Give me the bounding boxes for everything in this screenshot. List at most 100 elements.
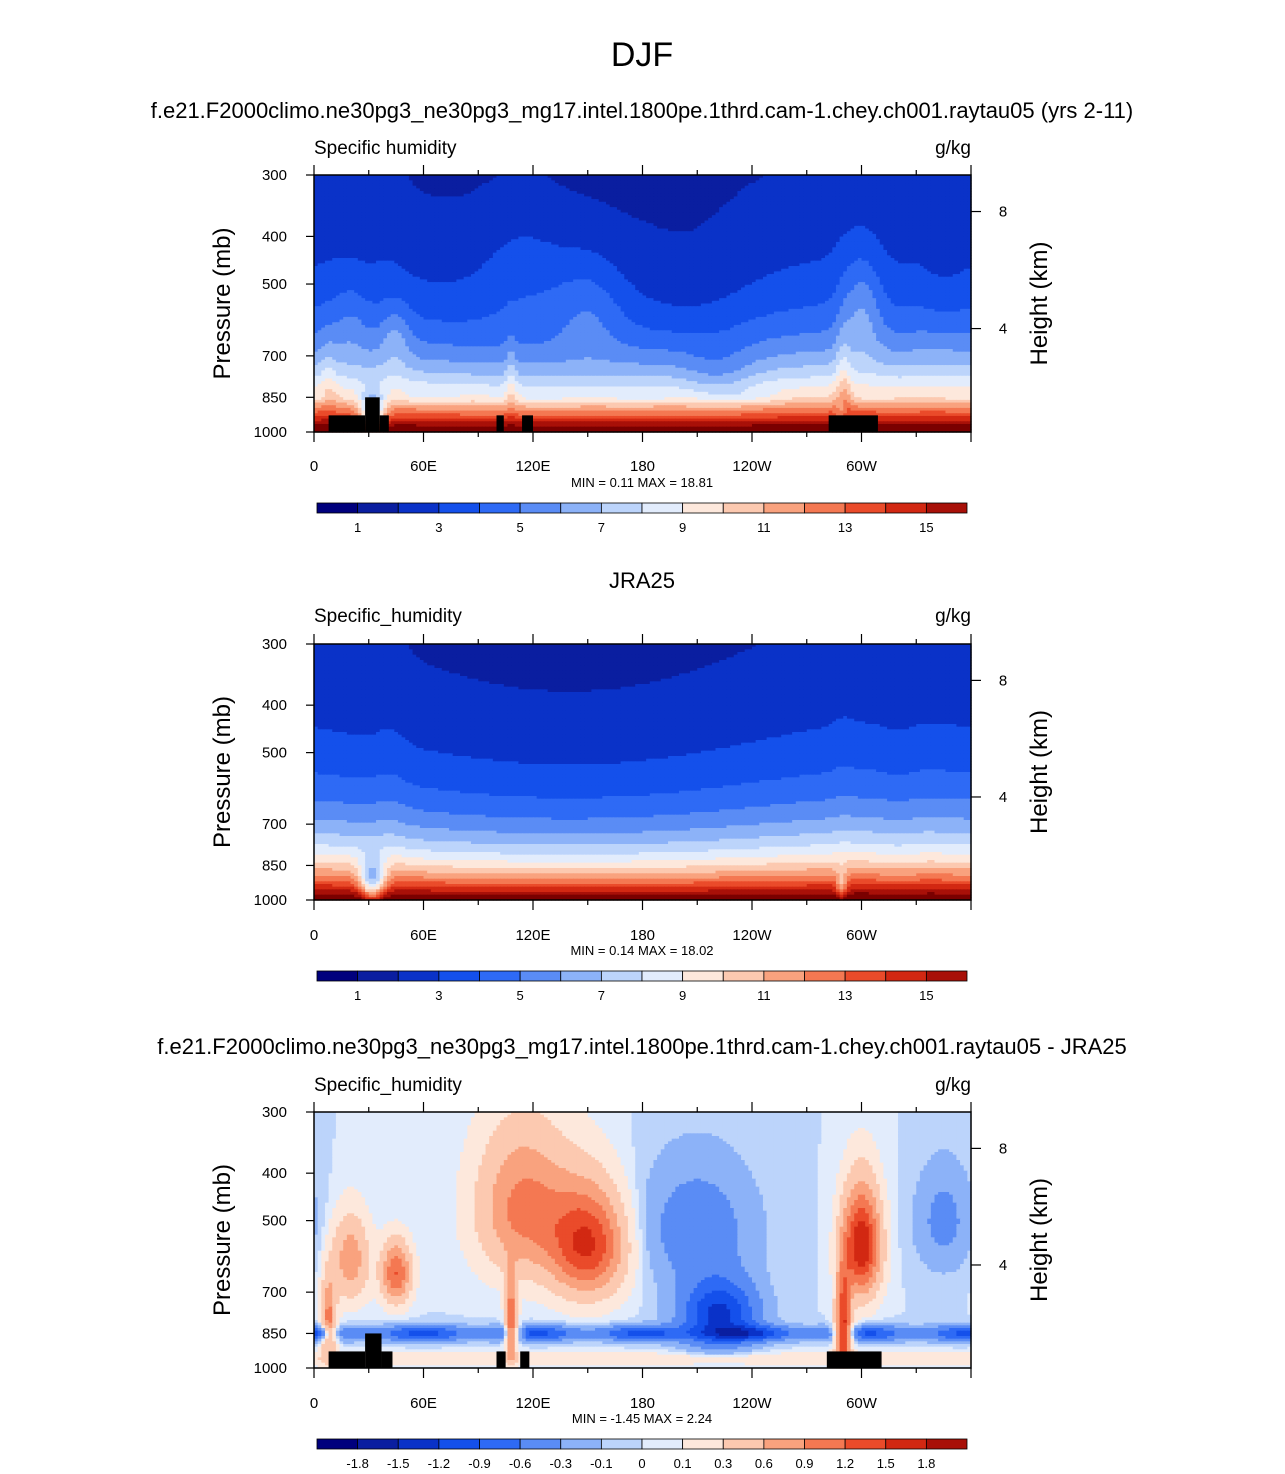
field-cell — [591, 199, 596, 203]
field-cell — [843, 199, 848, 203]
field-cell — [558, 199, 563, 203]
field-cell — [927, 191, 932, 195]
field-cell — [949, 183, 954, 187]
field-cell — [638, 196, 644, 200]
field-cell — [887, 185, 892, 189]
field-cell — [635, 183, 640, 187]
field-cell — [449, 183, 454, 187]
field-cell — [748, 193, 753, 198]
field-cell — [613, 175, 618, 179]
field-cell — [708, 188, 713, 192]
field-cell — [613, 177, 618, 181]
field-cell — [419, 183, 425, 187]
field-cell — [799, 185, 804, 189]
field-cell — [511, 191, 516, 195]
field-cell — [689, 196, 695, 200]
field-cell — [949, 191, 954, 195]
field-cell — [657, 191, 662, 195]
field-cell — [711, 196, 717, 200]
field-cell — [368, 201, 373, 206]
field-cell — [868, 183, 874, 187]
field-cell — [737, 191, 742, 195]
field-cell — [587, 185, 592, 189]
field-cell — [960, 191, 965, 195]
field-cell — [547, 201, 552, 206]
field-cell — [576, 185, 582, 189]
field-cell — [354, 193, 359, 198]
field-cell — [919, 177, 925, 181]
field-cell — [467, 193, 472, 198]
field-cell — [540, 180, 545, 184]
field-cell — [416, 188, 421, 192]
field-cell — [317, 191, 322, 195]
field-cell — [463, 185, 468, 189]
field-cell — [536, 183, 541, 187]
field-cell — [671, 177, 676, 181]
field-cell — [496, 175, 501, 179]
field-cell — [565, 185, 571, 189]
field-cell — [314, 175, 319, 179]
field-cell — [354, 199, 359, 203]
field-cell — [408, 193, 414, 198]
field-cell — [481, 201, 487, 206]
contour-field — [314, 175, 972, 433]
field-cell — [511, 196, 516, 200]
field-cell — [478, 188, 483, 192]
field-cell — [704, 175, 709, 179]
field-cell — [846, 185, 852, 189]
field-cell — [835, 191, 841, 195]
field-cell — [835, 188, 841, 192]
field-cell — [850, 196, 855, 200]
field-cell — [952, 180, 957, 184]
field-cell — [616, 191, 622, 195]
field-cell — [492, 183, 498, 187]
field-cell — [850, 183, 855, 187]
field-cell — [876, 175, 881, 179]
field-cell — [595, 183, 600, 187]
field-cell — [967, 185, 972, 189]
field-cell — [635, 185, 640, 189]
field-cell — [554, 180, 560, 184]
field-cell — [814, 177, 819, 181]
field-cell — [679, 199, 684, 203]
field-cell — [547, 183, 552, 187]
field-cell — [879, 175, 884, 179]
field-cell — [737, 185, 742, 189]
field-cell — [573, 175, 578, 179]
field-cell — [346, 199, 352, 203]
field-cell — [481, 177, 487, 181]
field-cell — [949, 175, 954, 179]
field-cell — [533, 177, 538, 181]
field-cell — [737, 180, 742, 184]
field-cell — [430, 180, 436, 184]
field-cell — [423, 188, 428, 192]
field-cell — [649, 196, 655, 200]
field-cell — [668, 193, 673, 198]
field-cell — [430, 201, 436, 206]
field-cell — [408, 199, 414, 203]
field-cell — [376, 191, 381, 195]
field-cell — [321, 175, 326, 179]
field-cell — [872, 183, 877, 187]
field-cell — [558, 196, 563, 200]
field-cell — [693, 193, 698, 198]
field-cell — [861, 199, 866, 203]
field-cell — [565, 183, 571, 187]
field-cell — [441, 201, 446, 206]
field-cell — [576, 183, 582, 187]
field-cell — [722, 185, 728, 189]
field-cell — [675, 191, 680, 195]
field-cell — [379, 183, 384, 187]
field-cell — [653, 188, 658, 192]
field-cell — [949, 180, 954, 184]
field-cell — [511, 185, 516, 189]
field-cell — [357, 193, 363, 198]
field-cell — [737, 177, 742, 181]
field-cell — [679, 191, 684, 195]
field-cell — [857, 180, 863, 184]
field-cell — [960, 193, 965, 198]
field-cell — [704, 196, 709, 200]
field-cell — [321, 199, 326, 203]
field-cell — [934, 199, 939, 203]
field-cell — [328, 183, 333, 187]
